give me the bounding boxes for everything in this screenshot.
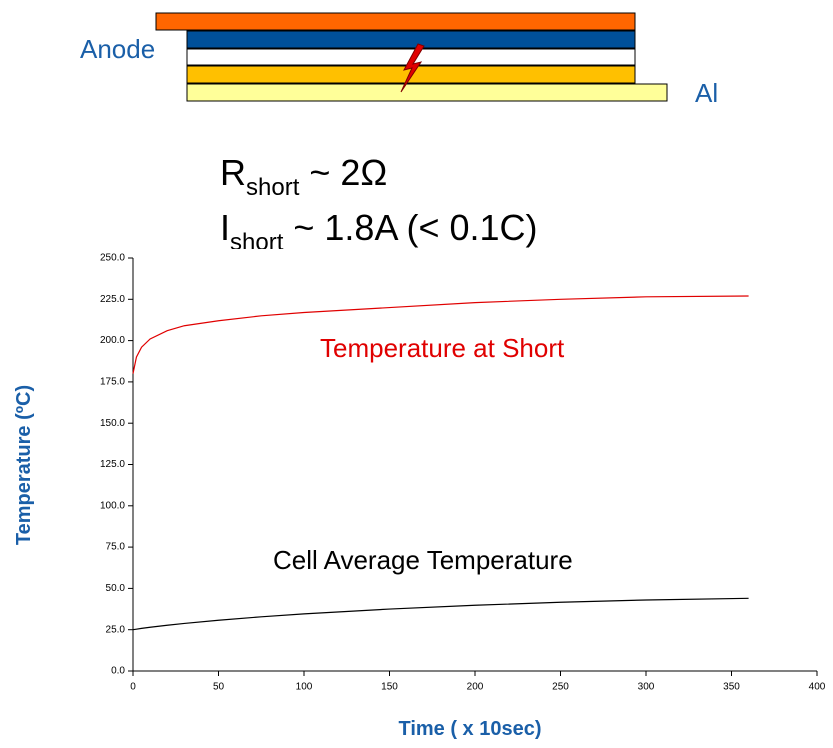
x-tick-label: 250 — [552, 682, 569, 693]
y-tick-label: 75.0 — [106, 542, 126, 553]
x-tick-label: 300 — [638, 682, 655, 693]
y-tick-label: 250.0 — [100, 253, 125, 264]
y-tick-label: 200.0 — [100, 335, 125, 346]
formula-sub: short — [246, 174, 300, 201]
y-tick-label: 225.0 — [100, 294, 125, 305]
y-tick-label: 175.0 — [100, 377, 125, 388]
x-tick-label: 200 — [467, 682, 484, 693]
x-tick-label: 150 — [381, 682, 398, 693]
y-axis-label: Temperature (ºC) — [13, 385, 35, 545]
y-tick-label: 25.0 — [106, 624, 126, 635]
y-tick-label: 150.0 — [100, 418, 125, 429]
chart-background — [0, 249, 833, 748]
x-tick-label: 100 — [296, 682, 313, 693]
x-tick-label: 350 — [723, 682, 740, 693]
al-label: Al — [695, 78, 718, 108]
formula-main: I — [220, 207, 230, 248]
series-label: Temperature at Short — [320, 333, 565, 363]
layer-al — [186, 83, 668, 102]
y-tick-label: 100.0 — [100, 500, 125, 511]
series-line — [132, 295, 749, 374]
series-line — [132, 597, 749, 631]
series-label: Cell Average Temperature — [273, 545, 573, 575]
layer-anode — [186, 30, 636, 49]
layer-top — [155, 12, 636, 31]
formula: Ishort ~ 1.8A (< 0.1C) — [220, 207, 538, 256]
short-bolt — [400, 43, 425, 93]
y-tick-label: 125.0 — [100, 459, 125, 470]
formula-main: R — [220, 152, 246, 193]
formula-rest: ~ 1.8A (< 0.1C) — [283, 207, 537, 248]
y-tick-label: 50.0 — [106, 583, 126, 594]
formula-rest: ~ 2Ω — [299, 152, 387, 193]
x-tick-label: 0 — [130, 682, 136, 693]
y-tick-label: 0.0 — [111, 666, 125, 677]
formula: Rshort ~ 2Ω — [220, 152, 387, 201]
x-tick-label: 400 — [809, 682, 826, 693]
x-tick-label: 50 — [213, 682, 225, 693]
anode-label: Anode — [80, 34, 155, 64]
cell-diagram: Anode Al Rshort ~ 2Ω Ishort ~ 1.8A (< 0.… — [80, 12, 718, 256]
x-axis-label: Time ( x 10sec) — [398, 718, 541, 740]
